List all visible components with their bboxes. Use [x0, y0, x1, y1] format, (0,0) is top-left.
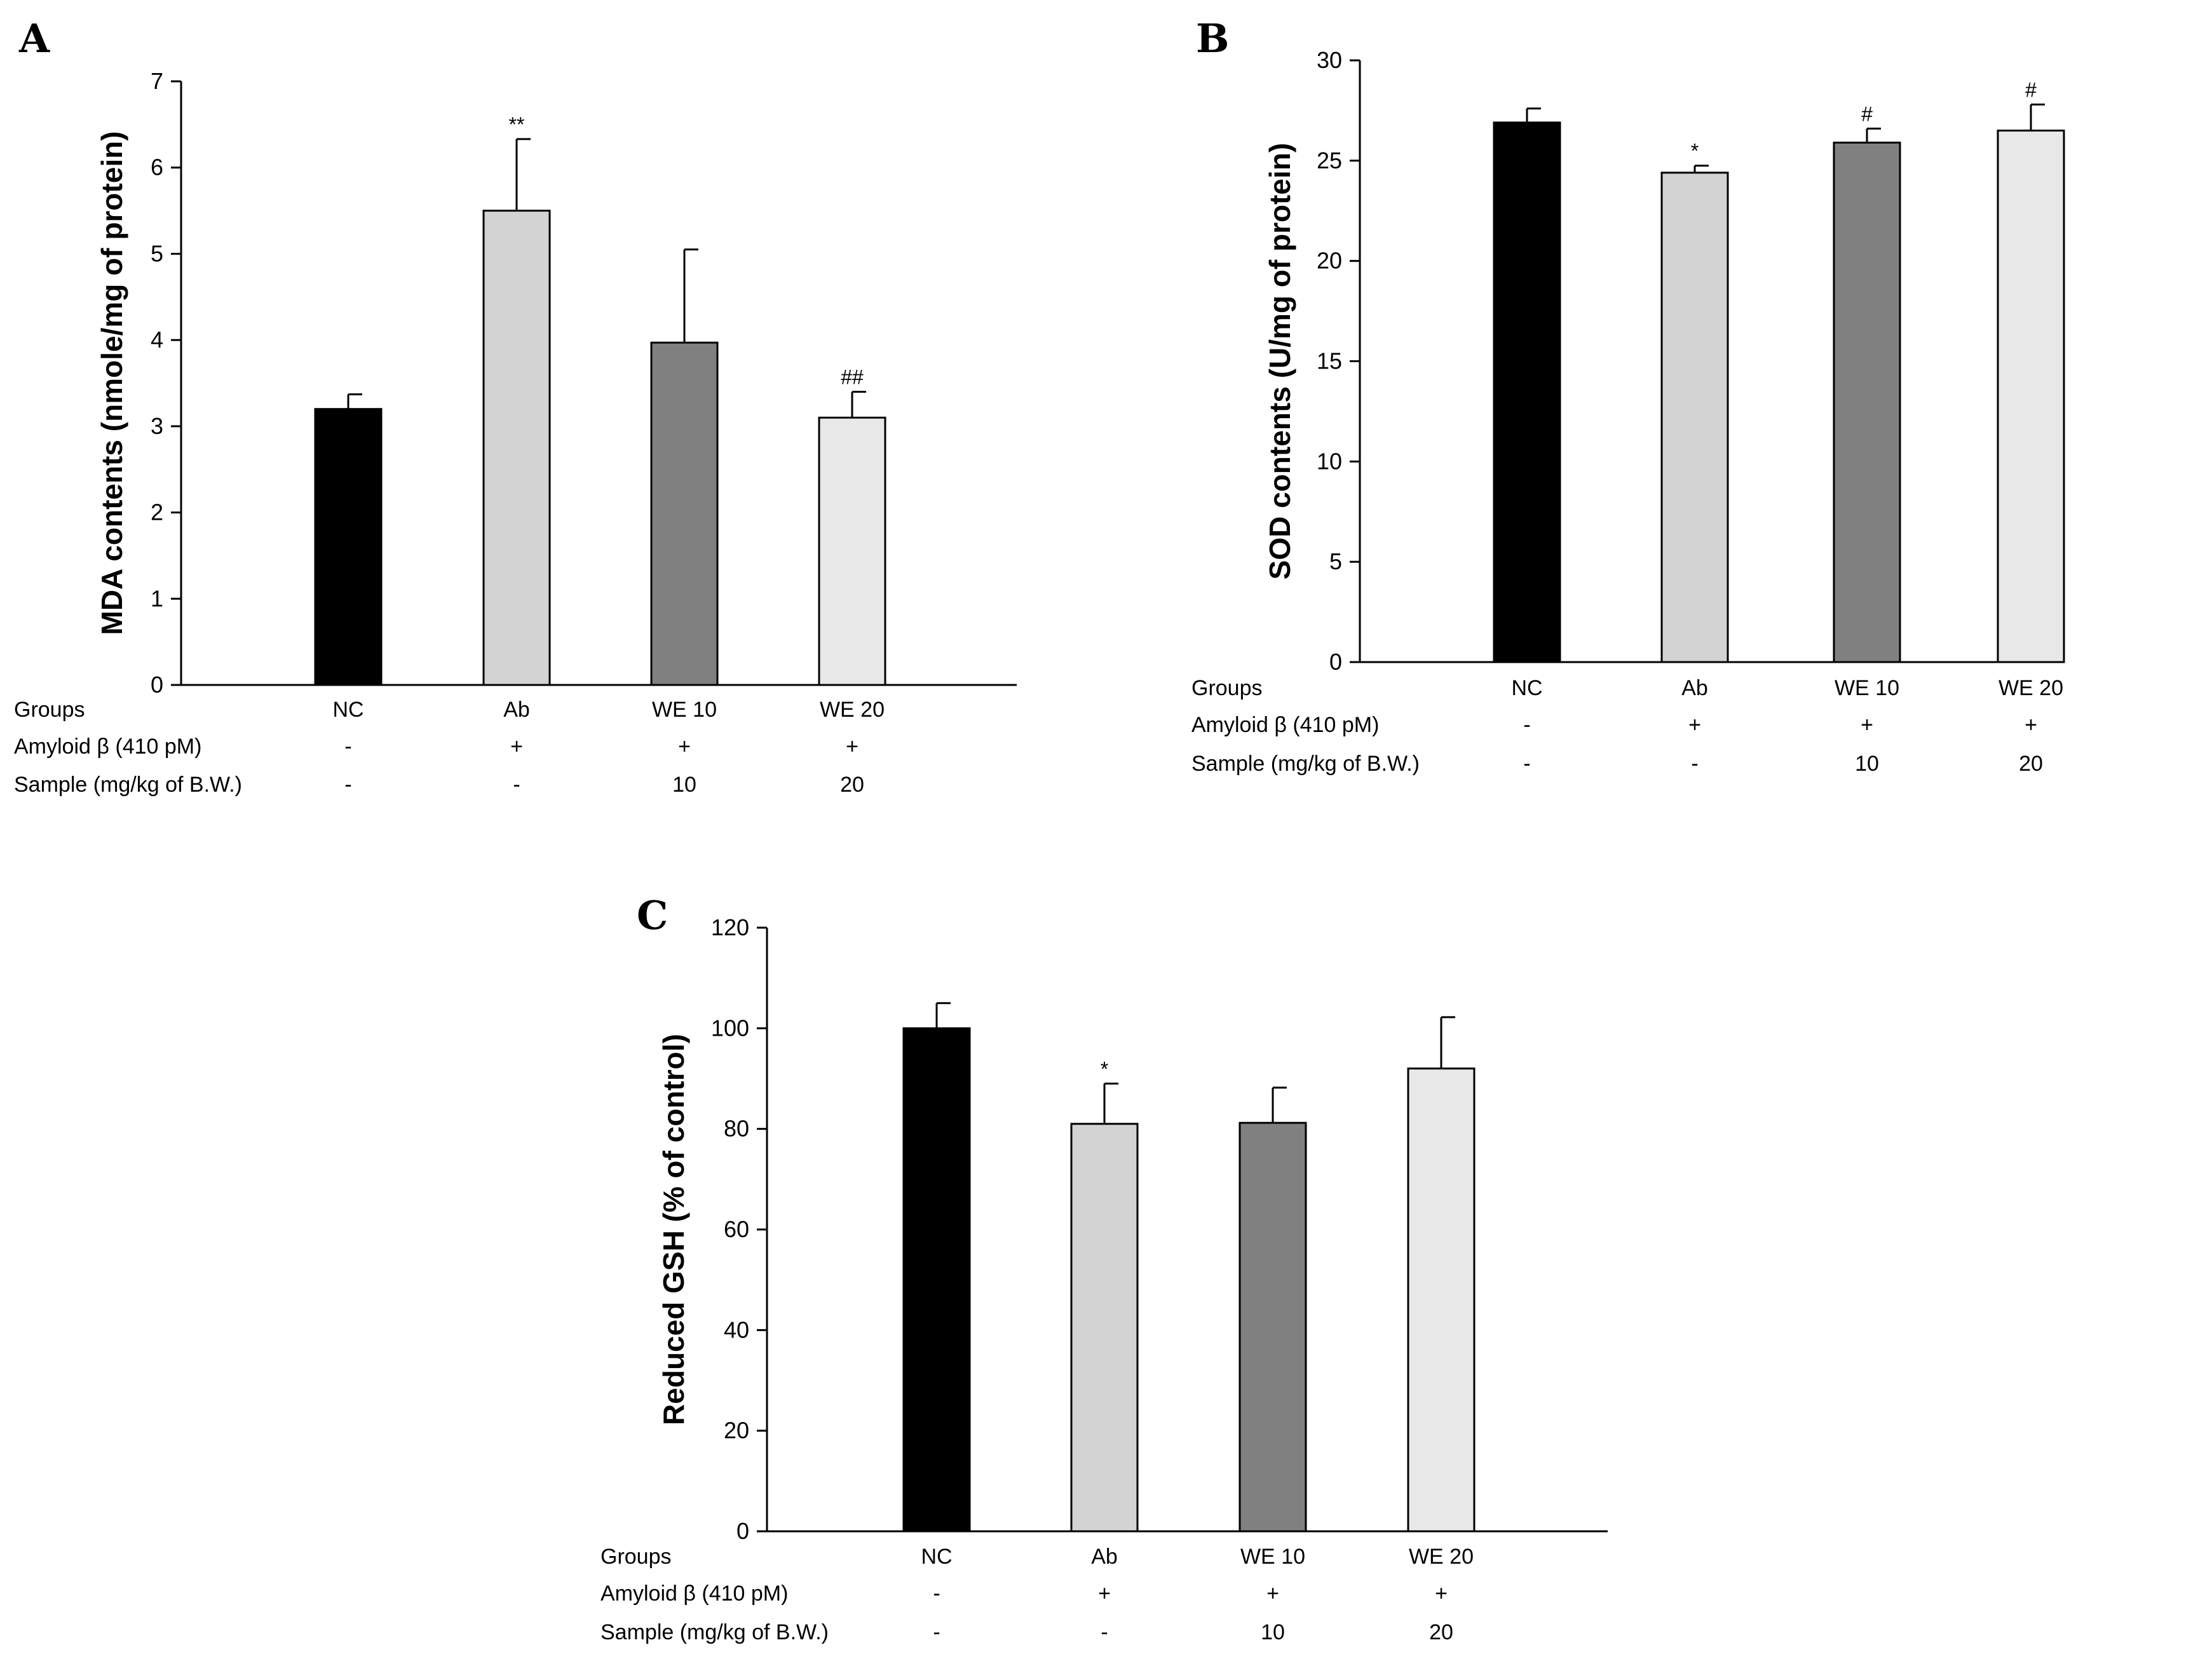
bar	[902, 1027, 971, 1533]
panel-letter: B	[1196, 15, 1229, 62]
table-row-label: Sample (mg/kg of B.W.)	[1191, 752, 1420, 776]
x-category-label: Ab	[1681, 676, 1708, 700]
y-tick-label: 40	[724, 1317, 749, 1343]
table-cell: +	[2025, 713, 2037, 737]
bar	[482, 210, 551, 686]
table-cell: -	[933, 1620, 940, 1644]
y-tick-label: 3	[151, 413, 163, 439]
x-category-label: WE 20	[820, 698, 885, 722]
y-tick-label: 1	[151, 585, 163, 611]
y-tick-label: 120	[711, 914, 749, 940]
y-tick-label: 5	[151, 240, 163, 266]
x-category-label: WE 10	[652, 698, 717, 722]
chart-panel-b: B SOD contents (U/mg of protein) * # #0 5 10 15…	[1191, 15, 2065, 776]
table-cell: +	[1266, 1581, 1279, 1606]
y-tick-label: 7	[151, 68, 163, 94]
bar	[1238, 1121, 1307, 1533]
table-cell: 20	[1429, 1620, 1453, 1644]
table-row-label: Groups	[1191, 676, 1263, 700]
table-cell: -	[933, 1581, 940, 1606]
y-axis-label: SOD contents (U/mg of protein)	[1263, 143, 1296, 579]
panel-letter: A	[18, 15, 50, 62]
y-tick-label: 0	[151, 672, 163, 698]
table-cell: -	[513, 773, 520, 797]
table-cell: -	[1691, 752, 1698, 776]
x-category-label: Ab	[503, 698, 530, 722]
y-tick-label: 10	[1317, 448, 1342, 474]
y-tick-label: 4	[151, 327, 163, 353]
table-cell: -	[344, 773, 351, 797]
y-tick-label: 5	[1329, 548, 1342, 574]
y-tick-label: 0	[1329, 649, 1342, 675]
x-category-label: WE 10	[1240, 1545, 1305, 1569]
table-row-label: Amyloid β (410 pM)	[1191, 713, 1379, 737]
y-tick-label: 0	[736, 1518, 749, 1544]
panel-letter: C	[637, 892, 668, 938]
table-cell: 10	[672, 773, 696, 797]
table-row-label: Sample (mg/kg of B.W.)	[600, 1620, 829, 1644]
y-tick-label: 60	[724, 1216, 749, 1242]
y-tick-label: 30	[1317, 47, 1342, 73]
table-cell: 10	[1261, 1620, 1285, 1644]
table-cell: 20	[840, 773, 864, 797]
table-row-label: Groups	[14, 698, 85, 722]
x-category-label: WE 20	[1998, 676, 2063, 700]
y-tick-label: 100	[711, 1015, 749, 1041]
significance-marker: **	[509, 113, 525, 136]
table-row-label: Sample (mg/kg of B.W.)	[14, 773, 242, 797]
y-tick-label: 15	[1317, 348, 1342, 374]
bar	[1997, 129, 2065, 663]
table-row-label: Groups	[600, 1545, 672, 1569]
y-axis-label: Reduced GSH (% of control)	[657, 1034, 690, 1425]
table-cell: +	[1435, 1581, 1448, 1606]
y-tick-label: 2	[151, 499, 163, 525]
x-category-label: NC	[921, 1545, 952, 1569]
table-row-label: Amyloid β (410 pM)	[14, 735, 201, 759]
bar	[1833, 141, 1901, 663]
table-cell: 20	[2019, 752, 2043, 776]
significance-marker: *	[1101, 1057, 1108, 1080]
table-cell: +	[1098, 1581, 1111, 1606]
table-cell: +	[510, 735, 523, 759]
chart-panel-c: C Reduced GSH (% of control) * 0 20 40 60 80 100…	[600, 892, 1608, 1644]
table-cell: +	[1688, 713, 1701, 737]
y-tick-label: 20	[724, 1418, 749, 1444]
bar	[314, 408, 383, 686]
significance-marker: #	[2025, 78, 2037, 101]
significance-marker: #	[1861, 102, 1873, 125]
table-cell: 10	[1855, 752, 1879, 776]
x-category-label: NC	[332, 698, 363, 722]
significance-marker: *	[1691, 140, 1699, 163]
x-category-label: WE 20	[1409, 1545, 1474, 1569]
table-row-label: Amyloid β (410 pM)	[600, 1581, 788, 1606]
y-axis-label: MDA contents (nmole/mg of protein)	[95, 131, 128, 635]
bar	[1407, 1067, 1476, 1533]
x-category-label: NC	[1511, 676, 1542, 700]
table-cell: -	[1523, 752, 1530, 776]
significance-marker: ##	[841, 366, 864, 389]
bar	[650, 341, 719, 686]
table-cell: -	[1523, 713, 1530, 737]
bar	[1070, 1123, 1139, 1533]
y-tick-label: 6	[151, 154, 163, 180]
y-tick-label: 25	[1317, 147, 1342, 173]
x-category-label: Ab	[1091, 1545, 1118, 1569]
bar	[1660, 172, 1729, 663]
y-tick-label: 80	[724, 1116, 749, 1142]
table-cell: +	[678, 735, 691, 759]
bar	[1493, 121, 1561, 663]
table-cell: +	[1861, 713, 1873, 737]
bar	[818, 416, 886, 686]
table-cell: -	[344, 735, 351, 759]
table-cell: +	[846, 735, 858, 759]
table-cell: -	[1101, 1620, 1108, 1644]
chart-panel-a: A MDA contents (nmole/mg of protein) ** ## 0…	[14, 15, 1017, 797]
x-category-label: WE 10	[1835, 676, 1899, 700]
y-tick-label: 20	[1317, 248, 1342, 274]
